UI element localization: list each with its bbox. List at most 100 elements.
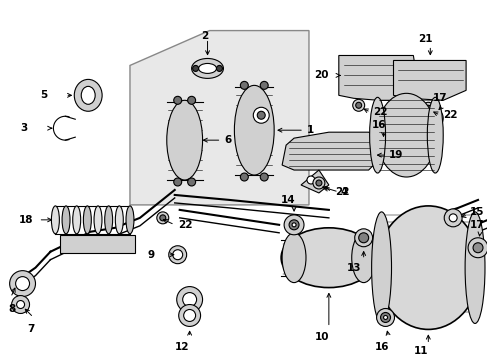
Circle shape bbox=[472, 243, 482, 253]
Ellipse shape bbox=[51, 206, 59, 234]
Circle shape bbox=[183, 293, 196, 306]
Ellipse shape bbox=[191, 58, 223, 78]
Ellipse shape bbox=[234, 85, 274, 175]
Text: 5: 5 bbox=[41, 90, 48, 100]
Circle shape bbox=[291, 223, 295, 227]
Text: 6: 6 bbox=[224, 135, 231, 145]
Text: 15: 15 bbox=[469, 207, 484, 217]
Text: 22: 22 bbox=[177, 220, 192, 230]
Circle shape bbox=[240, 81, 248, 89]
Ellipse shape bbox=[73, 206, 81, 234]
Text: 10: 10 bbox=[314, 332, 328, 342]
Ellipse shape bbox=[115, 206, 123, 234]
Ellipse shape bbox=[83, 206, 91, 234]
Circle shape bbox=[378, 143, 388, 153]
Circle shape bbox=[192, 66, 198, 71]
Ellipse shape bbox=[62, 206, 70, 234]
Circle shape bbox=[467, 238, 487, 258]
Ellipse shape bbox=[376, 206, 479, 329]
Circle shape bbox=[260, 81, 267, 89]
Text: 2: 2 bbox=[201, 31, 208, 41]
Text: 21: 21 bbox=[417, 33, 432, 44]
Circle shape bbox=[354, 229, 372, 247]
Circle shape bbox=[253, 107, 269, 123]
Circle shape bbox=[257, 111, 264, 119]
Circle shape bbox=[443, 209, 461, 227]
Ellipse shape bbox=[376, 93, 435, 177]
Circle shape bbox=[168, 246, 186, 264]
Circle shape bbox=[176, 287, 202, 312]
Circle shape bbox=[160, 215, 165, 221]
Circle shape bbox=[306, 176, 314, 184]
Circle shape bbox=[315, 180, 321, 186]
Circle shape bbox=[448, 214, 456, 222]
Ellipse shape bbox=[81, 86, 95, 104]
Text: 1: 1 bbox=[306, 125, 314, 135]
Circle shape bbox=[312, 177, 324, 189]
Circle shape bbox=[427, 113, 437, 123]
Polygon shape bbox=[338, 55, 418, 100]
Text: 13: 13 bbox=[346, 263, 361, 273]
Text: 19: 19 bbox=[388, 150, 402, 160]
Ellipse shape bbox=[104, 206, 112, 234]
Text: 4: 4 bbox=[340, 187, 347, 197]
Circle shape bbox=[12, 296, 29, 314]
Ellipse shape bbox=[281, 228, 376, 288]
Text: 8: 8 bbox=[9, 305, 16, 315]
Circle shape bbox=[183, 310, 195, 321]
Text: 12: 12 bbox=[174, 342, 188, 352]
Circle shape bbox=[380, 312, 390, 323]
Ellipse shape bbox=[94, 206, 102, 234]
Circle shape bbox=[422, 102, 433, 114]
Circle shape bbox=[423, 108, 442, 128]
Circle shape bbox=[284, 215, 304, 235]
Text: 16: 16 bbox=[373, 342, 388, 352]
Text: 18: 18 bbox=[19, 215, 33, 225]
Circle shape bbox=[355, 102, 361, 108]
Polygon shape bbox=[282, 132, 383, 170]
Text: 11: 11 bbox=[413, 346, 427, 356]
Circle shape bbox=[173, 178, 182, 186]
Ellipse shape bbox=[74, 80, 102, 111]
Circle shape bbox=[173, 96, 182, 104]
Ellipse shape bbox=[369, 97, 385, 173]
Circle shape bbox=[240, 173, 248, 181]
Text: 20: 20 bbox=[313, 71, 328, 80]
Circle shape bbox=[16, 276, 29, 291]
Circle shape bbox=[17, 301, 24, 309]
Text: 22: 22 bbox=[373, 107, 387, 117]
Polygon shape bbox=[301, 170, 328, 193]
Text: 17: 17 bbox=[469, 220, 483, 230]
Text: 3: 3 bbox=[20, 123, 28, 133]
Text: 14: 14 bbox=[280, 195, 295, 205]
Circle shape bbox=[376, 309, 394, 327]
Circle shape bbox=[352, 99, 364, 111]
Ellipse shape bbox=[371, 212, 391, 323]
Circle shape bbox=[178, 305, 200, 327]
Circle shape bbox=[288, 220, 299, 230]
Circle shape bbox=[383, 315, 387, 319]
Ellipse shape bbox=[126, 206, 134, 234]
Text: 22: 22 bbox=[334, 187, 348, 197]
Ellipse shape bbox=[198, 63, 216, 73]
Circle shape bbox=[358, 233, 368, 243]
Text: 17: 17 bbox=[432, 93, 447, 103]
Circle shape bbox=[157, 212, 168, 224]
Text: 9: 9 bbox=[147, 250, 155, 260]
Circle shape bbox=[187, 178, 195, 186]
Circle shape bbox=[187, 96, 195, 104]
Circle shape bbox=[172, 250, 183, 260]
Ellipse shape bbox=[351, 233, 375, 283]
Circle shape bbox=[381, 146, 385, 150]
Ellipse shape bbox=[282, 233, 305, 283]
Ellipse shape bbox=[427, 97, 442, 173]
Circle shape bbox=[374, 139, 392, 157]
Circle shape bbox=[260, 173, 267, 181]
Circle shape bbox=[425, 105, 430, 111]
Text: 16: 16 bbox=[370, 120, 385, 130]
Polygon shape bbox=[130, 31, 308, 205]
Circle shape bbox=[216, 66, 222, 71]
Circle shape bbox=[10, 271, 36, 297]
Polygon shape bbox=[393, 60, 465, 100]
Ellipse shape bbox=[166, 100, 202, 180]
